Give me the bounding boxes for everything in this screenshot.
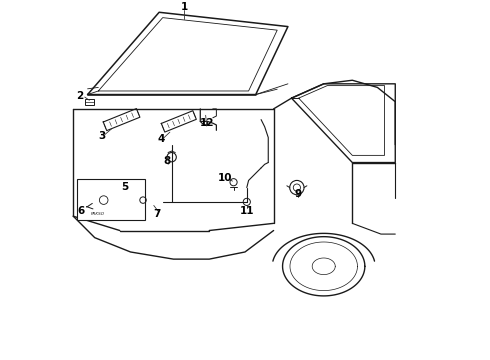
Text: 1: 1 bbox=[180, 2, 188, 12]
Text: 8: 8 bbox=[164, 157, 171, 166]
Text: 5: 5 bbox=[122, 181, 129, 192]
Bar bbox=[85, 99, 94, 104]
Text: 4: 4 bbox=[157, 134, 165, 144]
Text: 12: 12 bbox=[200, 118, 215, 128]
Text: 2: 2 bbox=[76, 91, 83, 102]
Text: 7: 7 bbox=[154, 210, 161, 219]
Bar bbox=[77, 179, 145, 220]
Text: 3: 3 bbox=[98, 131, 105, 141]
Text: 11: 11 bbox=[240, 206, 254, 216]
Text: 6: 6 bbox=[77, 206, 85, 216]
Text: 9: 9 bbox=[294, 189, 301, 199]
Text: PRKSO: PRKSO bbox=[91, 212, 104, 216]
Text: 10: 10 bbox=[218, 172, 233, 183]
